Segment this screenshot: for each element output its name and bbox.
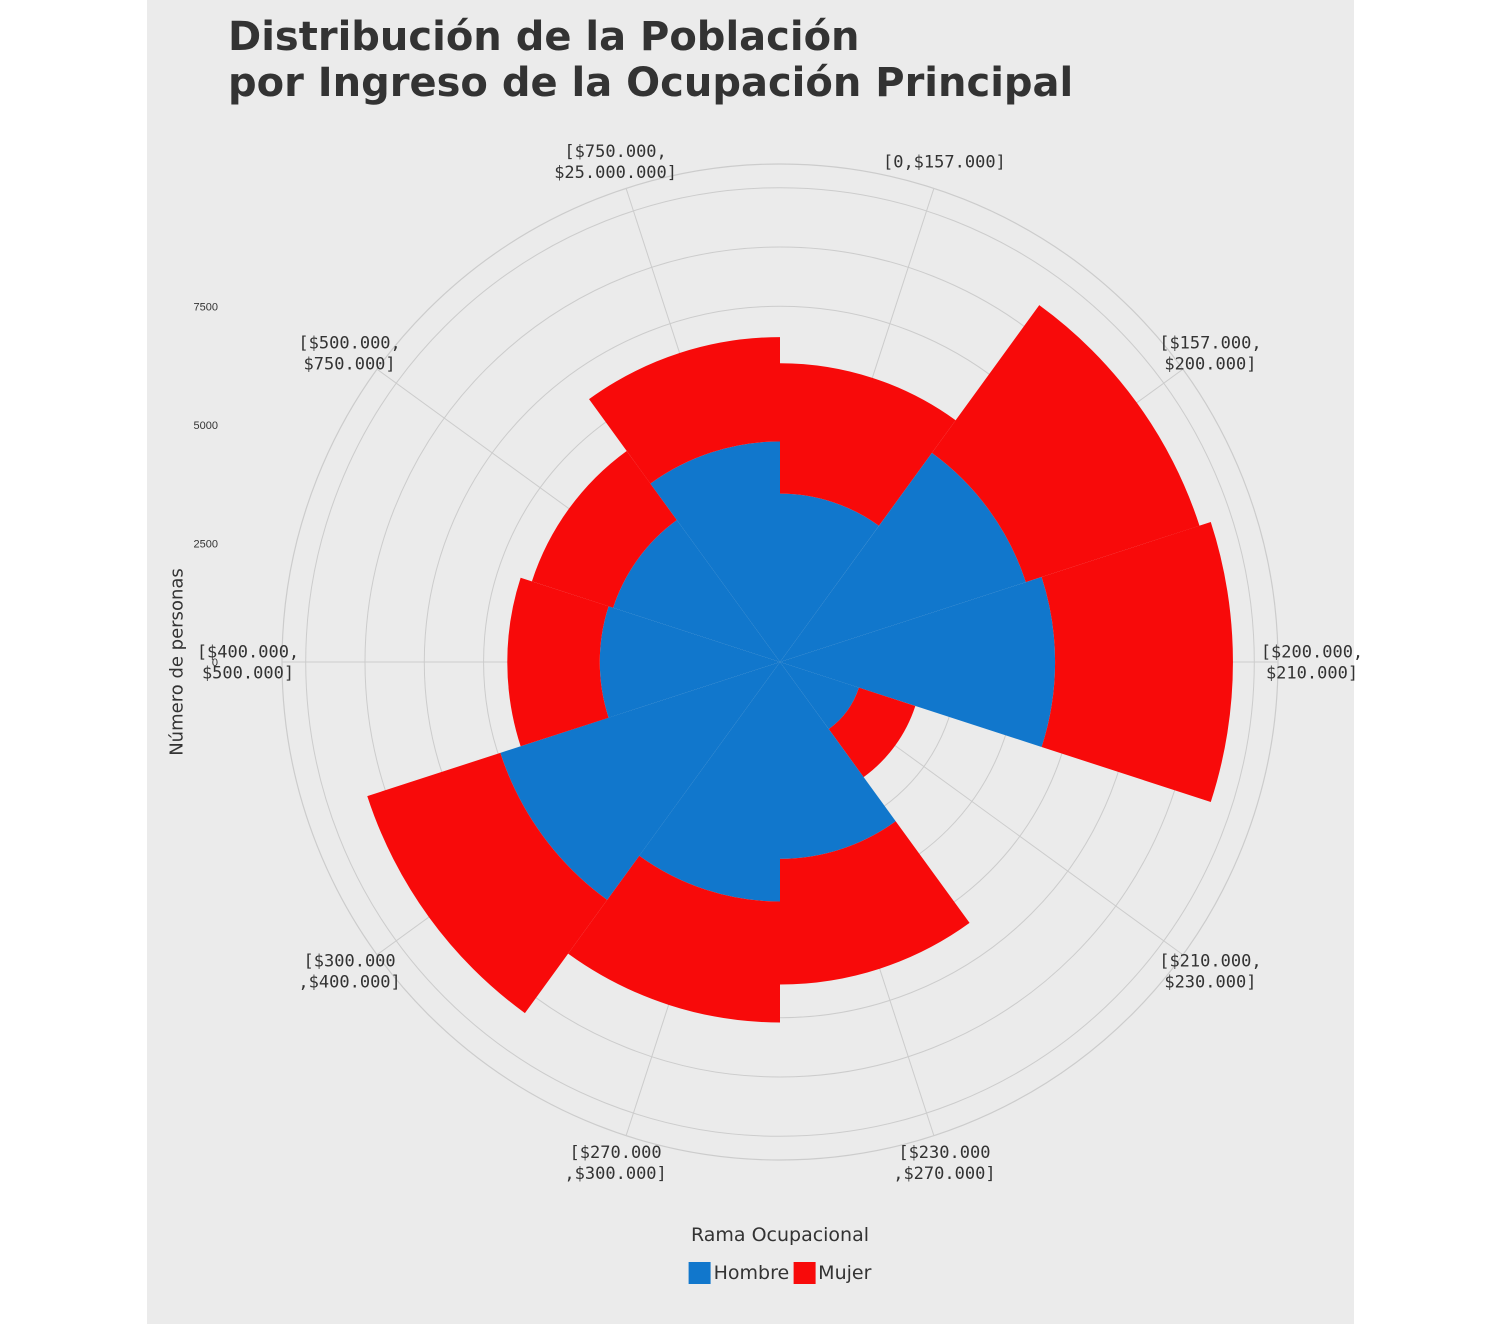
chart-title-line-1: Distribución de la Población bbox=[228, 14, 860, 60]
legend: Rama Ocupacional Hombre Mujer bbox=[688, 1224, 871, 1284]
legend-items: Hombre Mujer bbox=[688, 1262, 871, 1284]
bar-hombre-5 bbox=[639, 662, 780, 902]
bar-mujer-3 bbox=[828, 687, 916, 778]
legend-swatch-hombre bbox=[688, 1262, 711, 1284]
chart-title-line-2: por Ingreso de la Ocupación Principal bbox=[228, 60, 1074, 106]
y-tick-label: 7500 bbox=[194, 301, 218, 313]
bar-hombre-8 bbox=[613, 520, 780, 662]
category-label: [$200.000, $210.000] bbox=[1261, 643, 1363, 684]
legend-title: Rama Ocupacional bbox=[690, 1224, 870, 1246]
legend-swatch-mujer bbox=[793, 1262, 816, 1284]
bar-hombre-7 bbox=[599, 606, 780, 718]
bar-mujer-8 bbox=[531, 450, 677, 608]
bar-hombre-9 bbox=[650, 441, 780, 662]
category-label: [$750.000, $25.000.000] bbox=[554, 142, 677, 183]
bar-mujer-9 bbox=[589, 337, 780, 484]
bar-mujer-2 bbox=[1041, 522, 1233, 802]
legend-label-hombre: Hombre bbox=[713, 1262, 790, 1284]
bar-hombre-6 bbox=[500, 662, 780, 900]
category-label: [0,$157.000] bbox=[883, 153, 1006, 173]
y-tick-label: 5000 bbox=[194, 420, 218, 432]
category-label: [$300.000 ,$400.000] bbox=[298, 952, 400, 993]
legend-label-mujer: Mujer bbox=[818, 1262, 872, 1284]
bar-mujer-4 bbox=[780, 821, 970, 985]
category-label: [$157.000, $200.000] bbox=[1159, 333, 1261, 374]
bar-hombre-0 bbox=[780, 493, 879, 662]
chart-title: Distribución de la Población por Ingreso… bbox=[228, 14, 1073, 106]
bar-mujer-1 bbox=[931, 305, 1200, 583]
legend-item-mujer: Mujer bbox=[793, 1262, 871, 1284]
bar-hombre-2 bbox=[780, 576, 1056, 748]
category-label: [$400.000, $500.000] bbox=[197, 643, 299, 684]
bar-mujer-7 bbox=[507, 577, 609, 747]
y-tick-label: 0 bbox=[212, 657, 218, 669]
y-tick-label: 2500 bbox=[194, 538, 218, 550]
bar-hombre-3 bbox=[780, 662, 859, 730]
category-label: [$210.000, $230.000] bbox=[1159, 952, 1261, 993]
bar-hombre-4 bbox=[780, 662, 896, 859]
category-label: [$500.000, $750.000] bbox=[298, 333, 400, 374]
legend-item-hombre: Hombre bbox=[688, 1262, 790, 1284]
bar-mujer-6 bbox=[367, 752, 608, 1014]
bar-mujer-5 bbox=[568, 855, 780, 1023]
bar-hombre-1 bbox=[780, 452, 1026, 662]
category-label: [$270.000 ,$300.000] bbox=[564, 1143, 666, 1184]
category-label: [$230.000 ,$270.000] bbox=[893, 1143, 995, 1184]
bar-mujer-0 bbox=[780, 363, 956, 526]
